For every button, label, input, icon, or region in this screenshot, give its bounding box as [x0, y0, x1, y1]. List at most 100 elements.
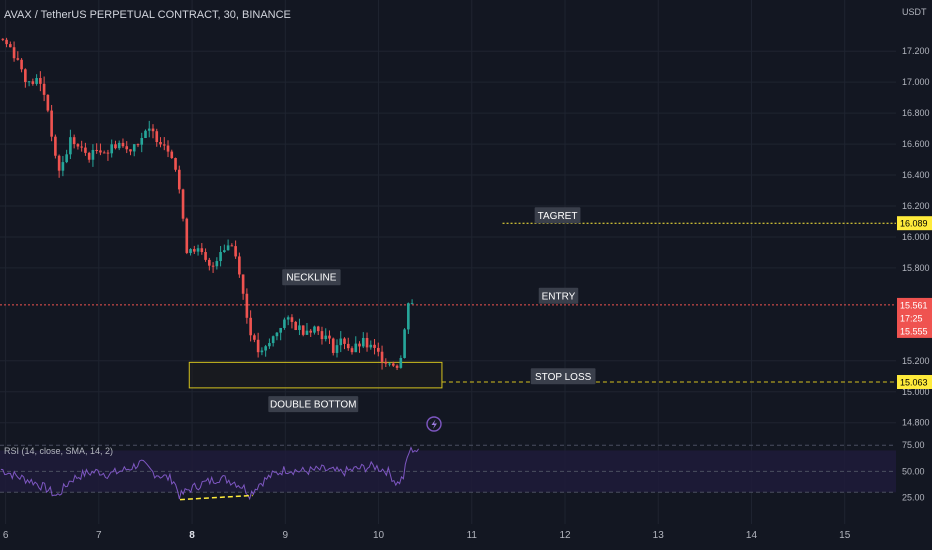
candle-body: [316, 326, 320, 332]
price-axis[interactable]: 17.200 17.000 16.800 16.600 16.400 16.200 16.0…: [897, 46, 932, 428]
candle-body: [16, 58, 20, 60]
candle-body: [211, 265, 215, 267]
candle-body: [162, 144, 166, 146]
bolt-icon: [431, 419, 437, 429]
candle-body: [388, 363, 391, 365]
annotation-text: DOUBLE BOTTOM: [270, 400, 357, 411]
candle-body: [57, 155, 61, 171]
bar-price-badge-bg: [897, 323, 932, 338]
candle-body: [189, 249, 192, 253]
candle-body: [132, 144, 136, 152]
candle-body: [12, 47, 16, 59]
price-tick-label: 15.200: [902, 356, 930, 366]
candle-body: [253, 335, 256, 340]
time-tick-label: 14: [746, 530, 758, 541]
candle-body: [290, 317, 294, 322]
time-axis[interactable]: 6 7 8 9 10 11 12 13 14 15: [3, 530, 851, 541]
candle-body: [166, 145, 170, 152]
candle-body: [320, 331, 324, 340]
candle-body: [117, 142, 121, 149]
chart-title: AVAX / TetherUS PERPETUAL CONTRACT, 30, …: [4, 9, 291, 21]
candle-body: [223, 250, 226, 253]
candle-body: [283, 319, 286, 328]
target-price-badge-bg: [897, 216, 932, 231]
time-tick-label: 13: [653, 530, 665, 541]
candle-body: [61, 162, 65, 171]
countdown-badge-bg: [897, 310, 932, 325]
candle-body: [204, 252, 207, 260]
zone-rect[interactable]: [188, 361, 443, 389]
candle-body: [200, 248, 204, 253]
rsi-tick-label: 25.00: [902, 493, 925, 503]
candle-body: [384, 361, 388, 364]
candle-body: [369, 344, 373, 348]
price-tick-label: 16.000: [902, 232, 930, 242]
candle-body: [279, 327, 282, 333]
time-tick-label: 12: [559, 530, 571, 541]
candle-body: [230, 245, 234, 247]
price-tick-label: 14.800: [902, 418, 930, 428]
price-tick-label: 16.600: [902, 139, 930, 149]
entry-price-badge-text: 15.561: [900, 300, 928, 310]
price-tick-label: 17.200: [902, 46, 930, 56]
candle-body: [219, 252, 222, 262]
grid-lines: [0, 0, 896, 524]
rsi-divergence-line: [179, 494, 253, 501]
candle-body: [54, 136, 57, 156]
candle-body: [31, 81, 35, 84]
price-tick-label: 16.200: [902, 201, 930, 211]
time-tick-label: 15: [839, 530, 851, 541]
candle-body: [350, 348, 354, 353]
candle-body: [91, 149, 95, 160]
time-tick-label: 6: [3, 530, 9, 541]
double-bottom-zone[interactable]: [188, 361, 443, 389]
annotation-text: NECKLINE: [286, 273, 336, 284]
candle-body: [271, 336, 275, 344]
time-tick-label: 10: [373, 530, 385, 541]
candle-body: [9, 44, 12, 48]
candle-body: [238, 256, 241, 275]
candle-body: [354, 343, 358, 353]
candle-body: [72, 137, 76, 145]
bar-price-badge: 15.555: [897, 323, 932, 338]
candle-body: [215, 261, 219, 267]
candle-body: [395, 365, 399, 368]
candle-body: [256, 339, 260, 353]
annotation-tagret[interactable]: TAGRET: [534, 207, 581, 224]
alert-icon[interactable]: [426, 416, 442, 432]
stop-price-badge: 15.063: [897, 375, 932, 390]
candle-body: [20, 59, 23, 70]
annotation-stop-loss[interactable]: STOP LOSS: [530, 368, 596, 385]
candle-body: [24, 69, 27, 83]
candle-body: [407, 303, 410, 330]
candle-body: [196, 248, 200, 252]
time-tick-label: 7: [96, 530, 102, 541]
candle-body: [275, 332, 279, 337]
annotation-text: TAGRET: [538, 211, 578, 222]
candle-body: [35, 78, 38, 84]
annotation-text: ENTRY: [542, 291, 576, 302]
candle-body: [174, 158, 177, 170]
candle-body: [155, 131, 159, 143]
annotation-double-bottom[interactable]: DOUBLE BOTTOM: [268, 396, 359, 413]
candle-body: [5, 39, 8, 45]
countdown-badge-text: 17:25: [900, 313, 923, 323]
candle-body: [39, 78, 42, 84]
candle-body: [151, 128, 155, 132]
candle-body: [69, 137, 72, 155]
annotation-box: [534, 207, 581, 224]
entry-price-badge-bg: [897, 297, 932, 312]
candle-body: [358, 343, 361, 347]
candle-body: [376, 347, 380, 352]
candle-body: [99, 150, 102, 153]
annotation-box: [282, 269, 341, 286]
annotation-box: [538, 287, 579, 304]
annotation-neckline[interactable]: NECKLINE: [282, 269, 341, 286]
candle-body: [346, 343, 350, 349]
rsi-axis: 75.00 50.00 25.00: [902, 440, 925, 502]
rsi-tick-label: 50.00: [902, 466, 925, 476]
candle-body: [260, 350, 264, 353]
annotation-entry[interactable]: ENTRY: [538, 287, 579, 304]
candle-body: [339, 338, 343, 346]
